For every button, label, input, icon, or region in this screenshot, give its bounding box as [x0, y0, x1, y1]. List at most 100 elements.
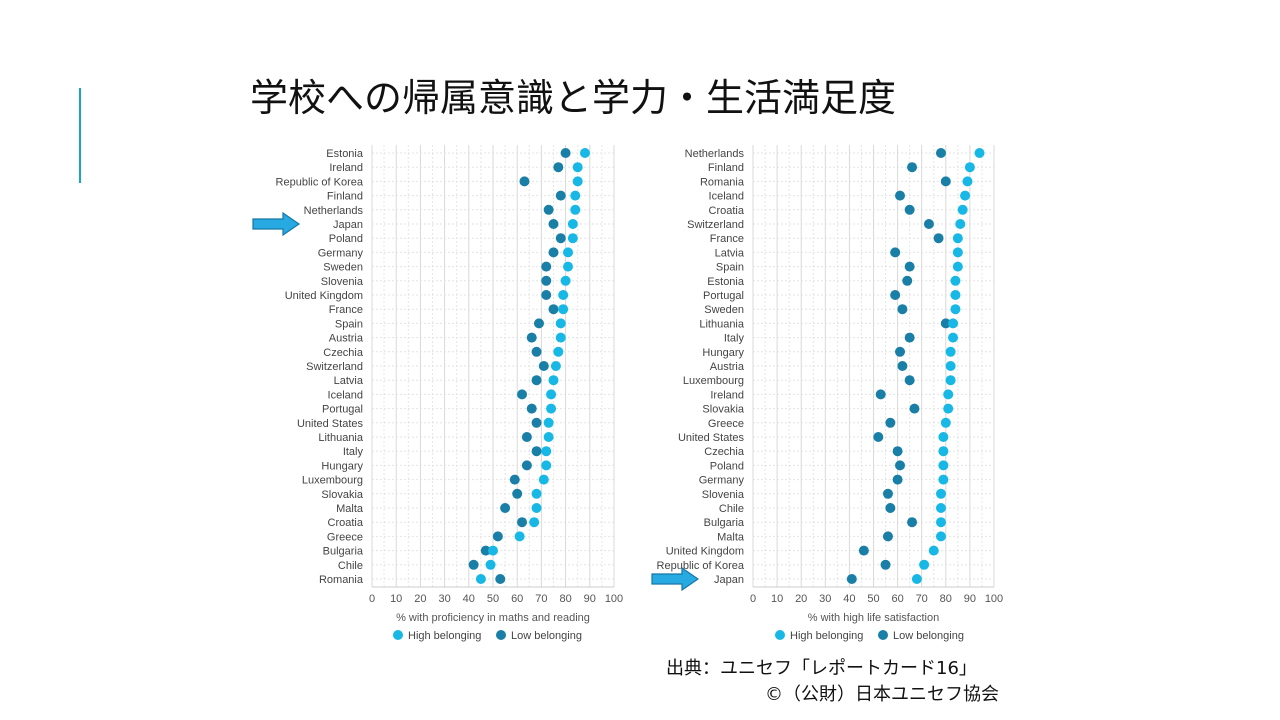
category-label: Sweden [704, 304, 744, 316]
data-point [558, 304, 569, 315]
data-point [919, 559, 930, 570]
x-tick-label: 10 [390, 593, 402, 605]
data-point [541, 275, 552, 286]
source-line-1: 出典：ユニセフ「レポートカード16」 [666, 658, 977, 679]
x-tick-label: 90 [964, 593, 976, 605]
category-label: Greece [327, 531, 363, 543]
category-label: Slovenia [702, 489, 745, 501]
data-point [560, 148, 571, 158]
data-point [509, 474, 520, 485]
x-tick-label: 40 [843, 593, 855, 605]
data-point [962, 176, 973, 187]
x-tick-label: 70 [916, 593, 928, 605]
data-point [938, 474, 949, 485]
category-label: Sweden [323, 262, 363, 274]
category-label: Croatia [328, 517, 364, 529]
category-label: Poland [710, 460, 744, 472]
data-point [548, 247, 559, 258]
category-label: Ireland [710, 389, 744, 401]
legend-marker [496, 630, 506, 640]
data-point [563, 261, 574, 272]
data-point [938, 432, 949, 442]
highlight-arrow-icon [651, 566, 700, 592]
highlight-arrow-icon [252, 211, 301, 237]
data-point [890, 290, 901, 300]
category-label: Slovakia [702, 404, 744, 416]
legend-label: Low belonging [511, 630, 582, 642]
category-label: Latvia [334, 375, 364, 387]
data-point [957, 204, 968, 215]
data-point [567, 219, 578, 229]
data-point [468, 559, 479, 570]
data-point [945, 346, 956, 357]
data-point [521, 432, 532, 442]
category-label: Bulgaria [704, 517, 745, 529]
data-point [897, 361, 908, 371]
data-point [955, 219, 966, 229]
data-point [873, 432, 884, 442]
category-label: Greece [708, 418, 744, 430]
data-point [935, 148, 946, 158]
data-point [895, 190, 906, 201]
category-label: Poland [329, 233, 363, 245]
data-point [928, 545, 939, 556]
category-label: Estonia [326, 148, 364, 160]
category-label: Croatia [709, 205, 745, 217]
category-label: United States [678, 432, 745, 444]
data-point [531, 446, 542, 457]
category-label: Malta [717, 531, 745, 543]
legend-marker [775, 630, 785, 640]
category-label: Luxembourg [302, 475, 363, 487]
data-point [974, 148, 985, 158]
data-point [517, 517, 528, 528]
data-point [538, 474, 549, 485]
data-point [940, 417, 951, 428]
data-point [570, 204, 581, 215]
data-point [500, 503, 511, 513]
data-point [938, 446, 949, 457]
category-label: United States [297, 418, 364, 430]
category-label: Lithuania [699, 318, 745, 330]
data-point [546, 389, 557, 400]
x-tick-label: 10 [771, 593, 783, 605]
category-label: United Kingdom [666, 546, 744, 558]
data-point [555, 190, 566, 201]
data-point [553, 346, 564, 357]
data-point [945, 375, 956, 386]
data-point [938, 460, 949, 471]
data-point [548, 375, 559, 386]
category-label: Spain [335, 318, 363, 330]
data-point [909, 403, 920, 414]
slide-title: 学校への帰属意識と学力・生活満足度 [250, 76, 897, 120]
data-point [546, 403, 557, 414]
category-label: Hungary [321, 460, 363, 472]
grid [752, 145, 995, 587]
category-label: Czechia [323, 347, 364, 359]
data-point [935, 503, 946, 513]
data-point [923, 219, 934, 229]
legend: High belonging Low belonging [393, 630, 582, 642]
category-label: Portugal [322, 404, 363, 416]
data-point [952, 261, 963, 272]
category-label: Spain [716, 262, 744, 274]
data-point [572, 162, 583, 173]
data-point [543, 204, 554, 215]
chart-proficiency: 0 10 20 30 40 50 60 70 80 90 100 % with proficiency… [252, 145, 623, 642]
category-label: Netherlands [685, 148, 745, 160]
data-point [492, 531, 503, 542]
x-tick-label: 40 [463, 593, 475, 605]
data-point [950, 304, 961, 315]
data-point [933, 233, 944, 244]
category-label: Switzerland [306, 361, 363, 373]
category-label: France [329, 304, 363, 316]
category-label: Malta [336, 503, 364, 515]
source-line-2: ©（公財）日本ユニセフ協会 [765, 684, 999, 705]
x-tick-label: 80 [559, 593, 571, 605]
category-label: Lithuania [318, 432, 364, 444]
data-point [543, 417, 554, 428]
data-point [579, 148, 590, 158]
x-tick-label: 100 [605, 593, 623, 605]
data-point [952, 247, 963, 258]
category-label: Republic of Korea [657, 560, 745, 572]
category-label: Chile [338, 560, 363, 572]
